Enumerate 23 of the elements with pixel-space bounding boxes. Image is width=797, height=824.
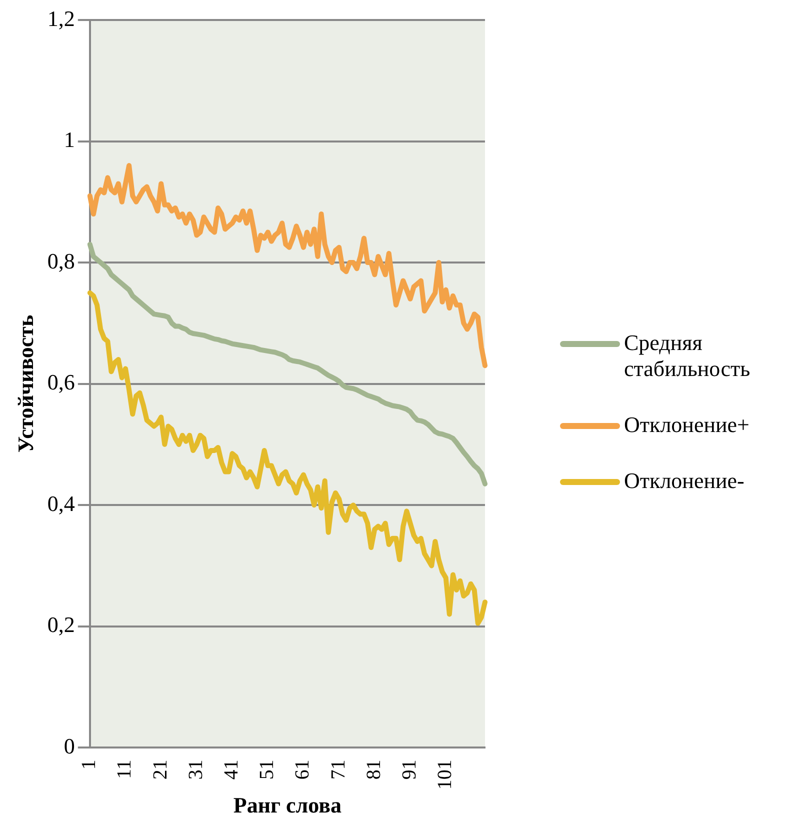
x-tick-label: 71 bbox=[327, 760, 350, 780]
legend-label: Отклонение+ bbox=[624, 412, 750, 438]
x-tick-label: 91 bbox=[398, 760, 420, 780]
y-tick-label: 0,8 bbox=[47, 248, 75, 274]
legend-label: Отклонение- bbox=[624, 468, 744, 494]
y-tick-label: 0,6 bbox=[47, 370, 75, 395]
legend-label: Средняя стабильность bbox=[624, 330, 752, 382]
y-tick-label: 0,4 bbox=[47, 490, 75, 516]
x-tick-label: 31 bbox=[184, 760, 207, 780]
x-tick-label: 81 bbox=[362, 760, 385, 780]
x-tick-label: 101 bbox=[434, 760, 456, 790]
x-tick-label: 61 bbox=[292, 760, 314, 780]
x-tick-label: 21 bbox=[149, 760, 172, 780]
y-tick-label: 1,2 bbox=[47, 6, 75, 31]
y-axis-title: Устойчивость bbox=[12, 314, 38, 453]
y-tick-label: 0,2 bbox=[47, 612, 75, 638]
x-tick-label: 51 bbox=[256, 760, 278, 780]
x-tick-label: 11 bbox=[114, 760, 136, 779]
y-tick-label: 1 bbox=[64, 127, 75, 152]
x-tick-label: 41 bbox=[220, 760, 243, 780]
x-axis-title: Ранг слова bbox=[233, 792, 342, 818]
y-tick-label: 0 bbox=[64, 733, 75, 758]
x-tick-label: 1 bbox=[78, 760, 100, 770]
